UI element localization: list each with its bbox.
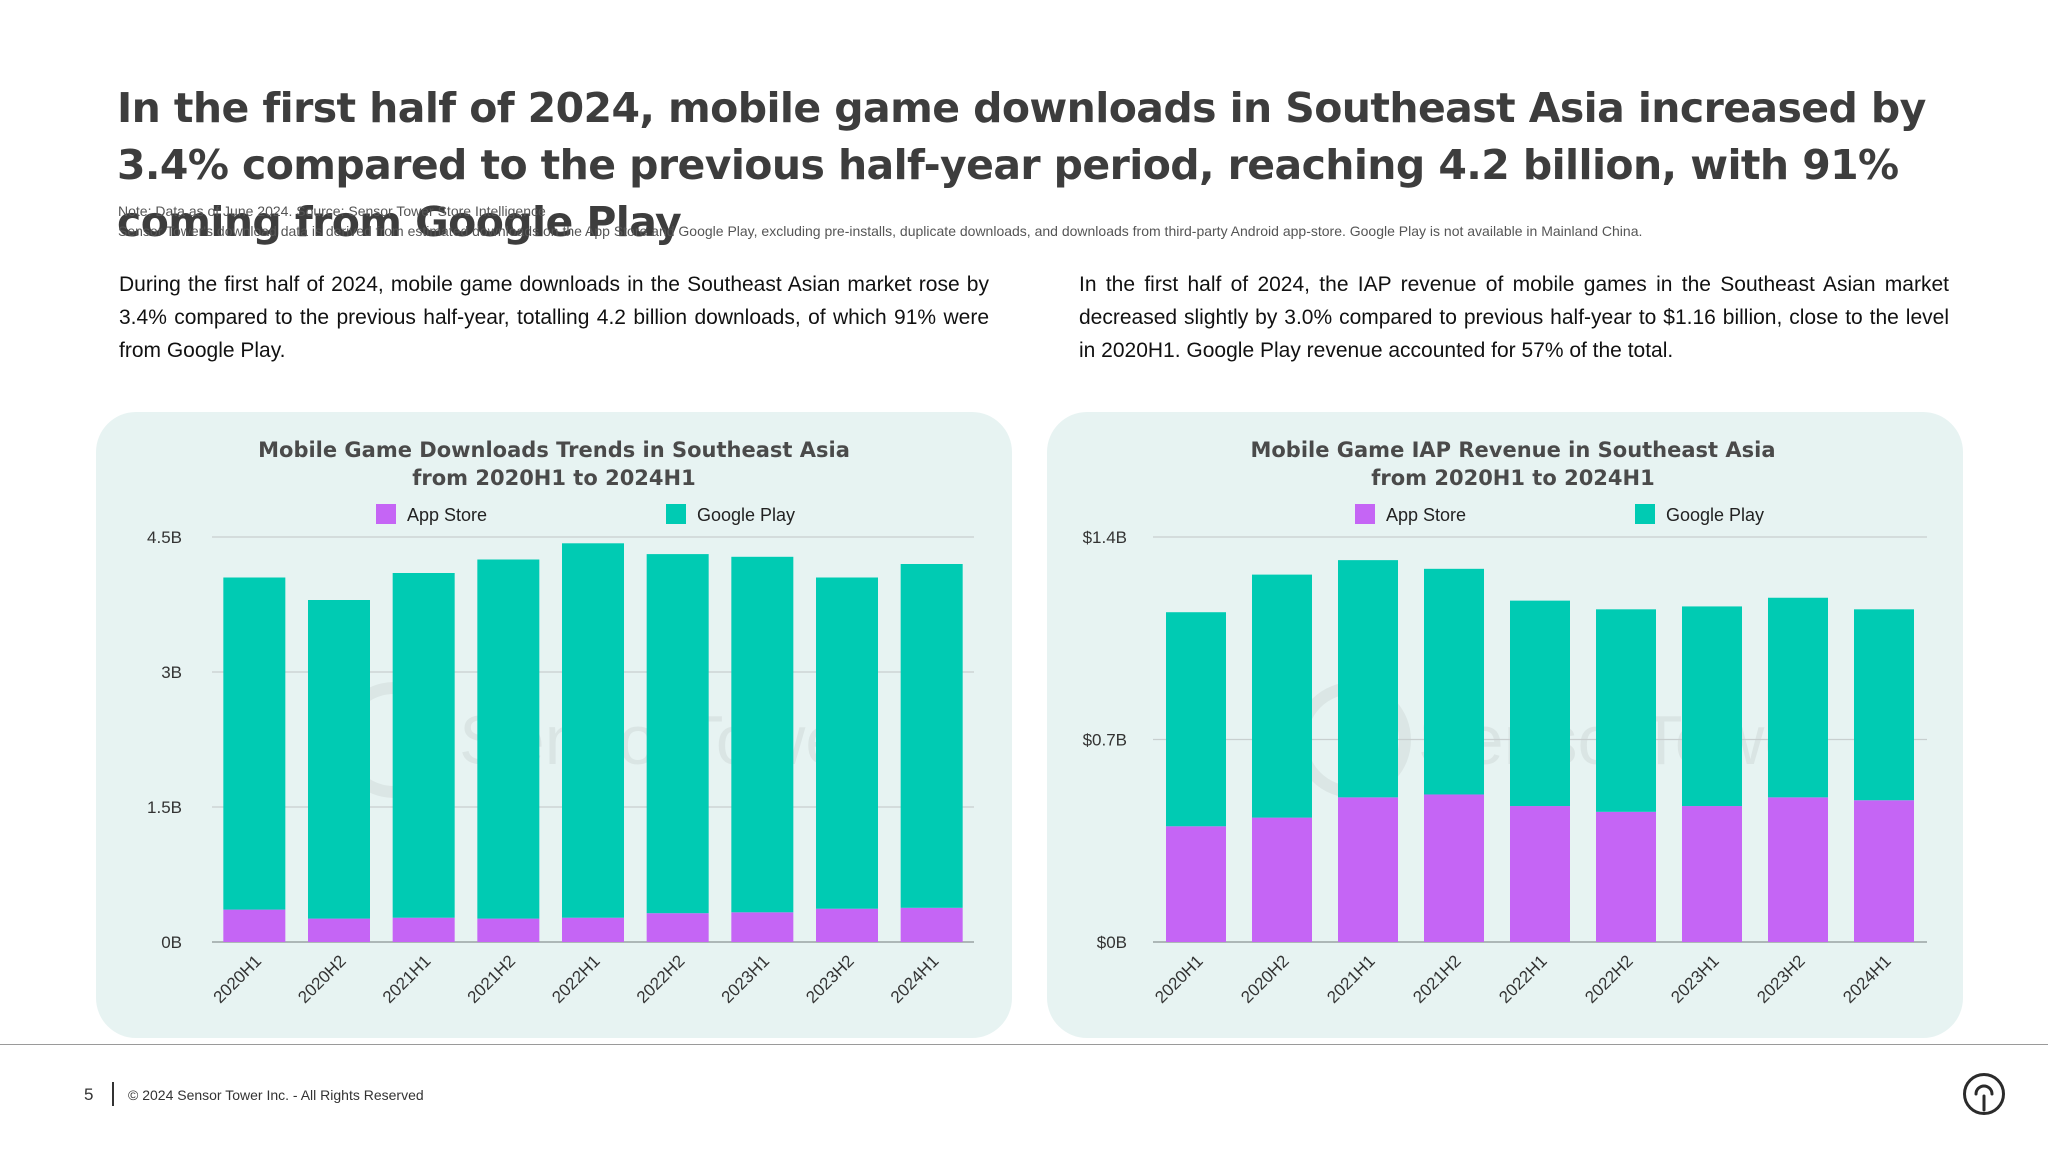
downloads-bar-google-play [900, 564, 963, 908]
downloads-x-tick-label: 2020H2 [294, 951, 350, 1007]
revenue-summary: In the first half of 2024, the IAP reven… [1079, 273, 1949, 362]
downloads-summary: During the first half of 2024, mobile ga… [119, 273, 989, 362]
downloads-bar-google-play [562, 543, 624, 918]
revenue-x-tick-label: 2024H1 [1839, 951, 1895, 1007]
downloads-x-tick-label: 2022H1 [548, 951, 604, 1007]
downloads-y-tick-label: 3B [161, 663, 182, 682]
revenue-chart-title: Mobile Game IAP Revenue in Southeast Asi… [1250, 438, 1775, 462]
downloads-legend-label-google-play: Google Play [697, 505, 795, 525]
downloads-legend-swatch-app-store [376, 504, 396, 524]
downloads-x-tick-label: 2020H1 [210, 951, 266, 1007]
downloads-y-tick-label: 4.5B [147, 528, 182, 547]
revenue-chart: SensorTowerMobile Game IAP Revenue in So… [1083, 438, 1927, 1007]
downloads-bar-google-play [308, 600, 370, 919]
revenue-x-tick-label: 2022H1 [1495, 951, 1551, 1007]
downloads-bar-app-store [900, 907, 963, 942]
downloads-x-tick-label: 2021H1 [379, 951, 435, 1007]
downloads-legend-label-app-store: App Store [407, 505, 487, 525]
revenue-bar-app-store [1596, 811, 1656, 942]
revenue-legend-label-google-play: Google Play [1666, 505, 1764, 525]
revenue-legend-swatch-app-store [1355, 504, 1375, 524]
downloads-y-tick-label: 1.5B [147, 798, 182, 817]
revenue-bar-app-store [1424, 794, 1484, 942]
revenue-x-tick-label: 2021H1 [1323, 951, 1379, 1007]
source-note-line-1: Note: Data as of June 2024. Source: Sens… [118, 203, 546, 219]
revenue-bar-google-play [1510, 600, 1570, 807]
revenue-legend-label-app-store: App Store [1386, 505, 1466, 525]
revenue-x-tick-label: 2020H2 [1237, 951, 1293, 1007]
downloads-x-tick-label: 2023H1 [718, 951, 774, 1007]
revenue-y-tick-label: $0B [1097, 933, 1127, 952]
sensor-tower-logo-icon [1963, 1073, 2005, 1115]
revenue-chart-panel: SensorTowerMobile Game IAP Revenue in So… [1047, 412, 1963, 1038]
downloads-bar-app-store [392, 917, 455, 942]
revenue-legend-swatch-google-play [1635, 504, 1655, 524]
revenue-bar-app-store [1338, 797, 1398, 942]
downloads-bar-google-play [392, 573, 455, 918]
downloads-bar-app-store [562, 917, 624, 942]
revenue-bar-app-store [1854, 800, 1914, 942]
downloads-bar-app-store [731, 912, 794, 942]
revenue-bar-app-store [1768, 797, 1828, 942]
downloads-bar-google-play [646, 554, 709, 914]
revenue-chart-subtitle: from 2020H1 to 2024H1 [1371, 466, 1654, 490]
revenue-x-tick-label: 2022H2 [1581, 951, 1637, 1007]
downloads-bar-app-store [223, 909, 286, 942]
revenue-y-tick-label: $1.4B [1083, 528, 1127, 547]
source-note-line-2: Sensor Tower's download data is derived … [118, 223, 1643, 239]
downloads-x-tick-label: 2022H2 [633, 951, 689, 1007]
revenue-bar-app-store [1682, 806, 1742, 942]
downloads-y-tick-label: 0B [161, 933, 182, 952]
downloads-chart-title: Mobile Game Downloads Trends in Southeas… [258, 438, 850, 462]
revenue-x-tick-label: 2021H2 [1409, 951, 1465, 1007]
revenue-x-tick-label: 2023H1 [1667, 951, 1723, 1007]
revenue-y-tick-label: $0.7B [1083, 731, 1127, 750]
revenue-bar-google-play [1768, 597, 1828, 798]
downloads-bar-app-store [646, 913, 709, 942]
downloads-chart-panel: SensorTowerMobile Game Downloads Trends … [96, 412, 1012, 1038]
downloads-bar-google-play [223, 577, 286, 910]
revenue-bar-app-store [1510, 806, 1570, 942]
revenue-bar-google-play [1596, 609, 1656, 812]
revenue-bar-google-play [1338, 560, 1398, 798]
footer-separator [112, 1082, 114, 1106]
downloads-bar-google-play [731, 556, 794, 913]
downloads-bar-google-play [477, 559, 540, 919]
downloads-bar-app-store [816, 908, 878, 942]
revenue-bar-app-store [1166, 826, 1226, 942]
downloads-x-tick-label: 2023H2 [802, 951, 858, 1007]
downloads-bar-app-store [477, 918, 540, 942]
revenue-bar-google-play [1682, 606, 1742, 807]
downloads-x-tick-label: 2024H1 [887, 951, 943, 1007]
revenue-x-tick-label: 2023H2 [1753, 951, 1809, 1007]
downloads-x-tick-label: 2021H2 [464, 951, 520, 1007]
downloads-bar-google-play [816, 577, 878, 909]
downloads-chart: SensorTowerMobile Game Downloads Trends … [147, 438, 974, 1007]
page-headline: In the first half of 2024, mobile game d… [117, 84, 1926, 246]
revenue-bar-google-play [1166, 612, 1226, 827]
revenue-bar-google-play [1424, 568, 1484, 795]
page-number: 5 [84, 1085, 94, 1104]
downloads-chart-subtitle: from 2020H1 to 2024H1 [412, 466, 695, 490]
downloads-legend-swatch-google-play [666, 504, 686, 524]
revenue-x-tick-label: 2020H1 [1151, 951, 1207, 1007]
downloads-bar-app-store [308, 918, 370, 942]
footer-divider [0, 1044, 2048, 1045]
source-note: Note: Data as of June 2024. Source: Sens… [118, 200, 1642, 242]
copyright: © 2024 Sensor Tower Inc. - All Rights Re… [128, 1087, 424, 1103]
revenue-bar-google-play [1252, 574, 1312, 818]
revenue-bar-google-play [1854, 609, 1914, 801]
revenue-bar-app-store [1252, 817, 1312, 942]
